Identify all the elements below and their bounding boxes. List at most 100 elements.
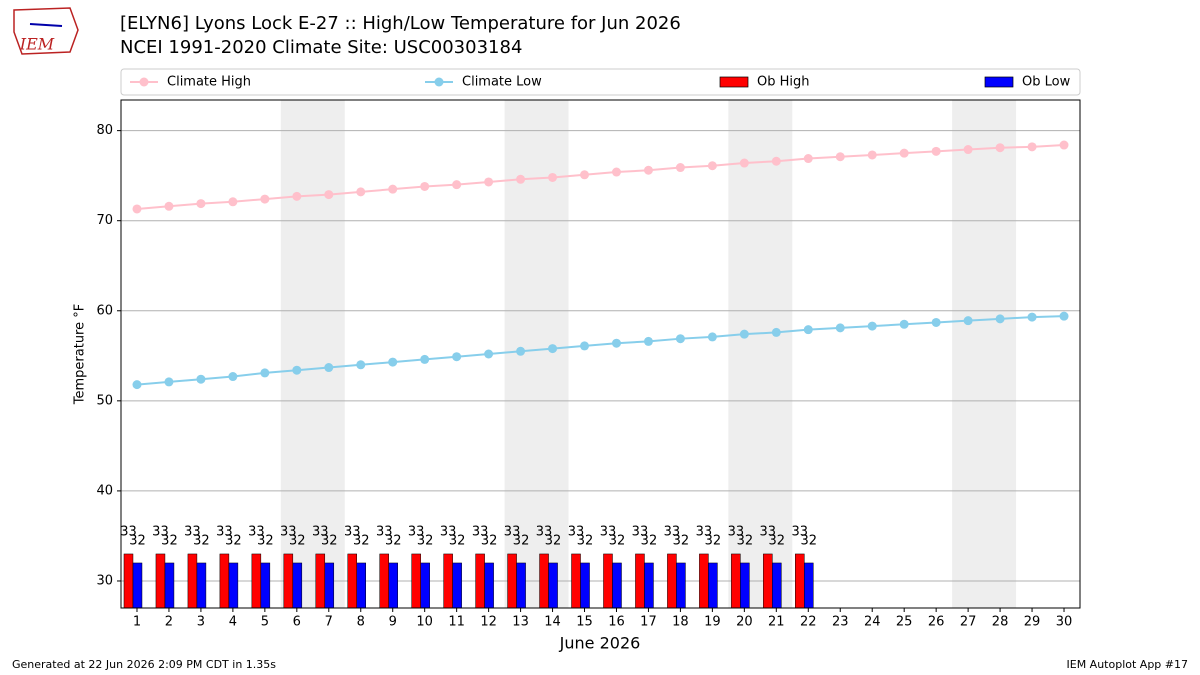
y-tick-label: 70 xyxy=(96,213,113,228)
x-tick-label: 8 xyxy=(357,615,365,630)
bar xyxy=(804,562,814,608)
marker xyxy=(1027,142,1037,152)
legend-marker xyxy=(434,77,444,87)
marker xyxy=(484,349,494,359)
bar-value-label: 33 xyxy=(312,524,329,539)
marker xyxy=(963,145,973,155)
bar-value-label: 32 xyxy=(769,533,786,548)
marker xyxy=(228,372,238,382)
x-tick-label: 13 xyxy=(512,615,529,630)
bar-value-label: 32 xyxy=(577,533,594,548)
bar-value-label: 33 xyxy=(792,524,809,539)
marker xyxy=(931,317,941,327)
legend-swatch xyxy=(719,76,749,88)
bar xyxy=(324,562,335,608)
marker xyxy=(228,197,238,207)
bar-value-label: 33 xyxy=(504,524,521,539)
marker xyxy=(835,152,845,162)
bar-value-label: 32 xyxy=(449,533,466,548)
x-tick-label: 19 xyxy=(704,615,721,630)
marker xyxy=(516,174,526,184)
x-tick-label: 14 xyxy=(544,615,561,630)
marker xyxy=(420,181,430,191)
marker xyxy=(580,170,590,180)
x-tick-label: 29 xyxy=(1024,615,1041,630)
x-tick-label: 10 xyxy=(416,615,433,630)
marker xyxy=(995,314,1005,324)
bar xyxy=(196,562,207,608)
x-tick-label: 15 xyxy=(576,615,593,630)
bar xyxy=(164,562,175,608)
legend-label: Ob High xyxy=(757,75,810,90)
bar xyxy=(475,553,485,608)
bar xyxy=(420,562,430,608)
bar xyxy=(187,553,198,608)
bar-value-label: 32 xyxy=(321,533,338,548)
x-tick-label: 22 xyxy=(800,615,817,630)
bar-value-label: 33 xyxy=(120,524,137,539)
marker xyxy=(611,167,621,177)
bar xyxy=(571,553,581,608)
bar-value-label: 33 xyxy=(152,524,169,539)
weekend-shade xyxy=(952,100,1017,608)
logo-icon xyxy=(29,23,63,27)
marker xyxy=(356,187,366,197)
marker xyxy=(771,327,781,337)
x-tick-label: 23 xyxy=(832,615,849,630)
bar-value-label: 32 xyxy=(225,533,242,548)
marker xyxy=(292,365,302,375)
x-tick-label: 25 xyxy=(896,615,913,630)
x-tick-label: 4 xyxy=(229,615,237,630)
marker xyxy=(899,319,909,329)
bar xyxy=(763,553,773,608)
bar-value-label: 32 xyxy=(129,533,146,548)
bar-value-label: 33 xyxy=(216,524,233,539)
bar-value-label: 32 xyxy=(737,533,754,548)
bar-value-label: 33 xyxy=(344,524,361,539)
bar-value-label: 32 xyxy=(545,533,562,548)
marker xyxy=(548,344,558,354)
x-tick-label: 2 xyxy=(165,615,173,630)
marker xyxy=(803,154,813,164)
bar-value-label: 33 xyxy=(472,524,489,539)
marker xyxy=(324,363,334,373)
bar xyxy=(228,562,239,608)
bar-value-label: 33 xyxy=(600,524,617,539)
marker xyxy=(548,172,558,182)
bar xyxy=(676,562,686,608)
bar-value-label: 32 xyxy=(289,533,306,548)
bar-value-label: 32 xyxy=(513,533,530,548)
marker xyxy=(803,325,813,335)
marker xyxy=(963,316,973,326)
bar-value-label: 33 xyxy=(536,524,553,539)
chart-title: [ELYN6] Lyons Lock E-27 :: High/Low Temp… xyxy=(120,13,681,34)
bar xyxy=(580,562,590,608)
bar xyxy=(539,553,549,608)
x-tick-label: 7 xyxy=(325,615,333,630)
bar xyxy=(260,562,271,608)
x-tick-label: 6 xyxy=(293,615,301,630)
marker xyxy=(867,321,877,331)
marker xyxy=(899,148,909,158)
x-tick-label: 20 xyxy=(736,615,753,630)
bar-value-label: 33 xyxy=(248,524,265,539)
bar xyxy=(699,553,709,608)
bar-value-label: 32 xyxy=(481,533,498,548)
bar-value-label: 32 xyxy=(641,533,658,548)
marker xyxy=(1059,140,1069,150)
bar xyxy=(292,562,303,608)
weekend-shade xyxy=(728,100,793,608)
y-axis-label: Temperature °F xyxy=(73,304,88,405)
plot-frame xyxy=(120,99,1081,609)
bar xyxy=(132,562,143,608)
marker xyxy=(196,199,206,209)
bar-value-label: 32 xyxy=(673,533,690,548)
marker xyxy=(995,143,1005,153)
bar-value-label: 33 xyxy=(408,524,425,539)
x-tick-label: 9 xyxy=(389,615,397,630)
x-tick-label: 24 xyxy=(864,615,881,630)
bar-value-label: 33 xyxy=(664,524,681,539)
weekend-shade xyxy=(280,100,345,608)
bar xyxy=(740,562,750,608)
